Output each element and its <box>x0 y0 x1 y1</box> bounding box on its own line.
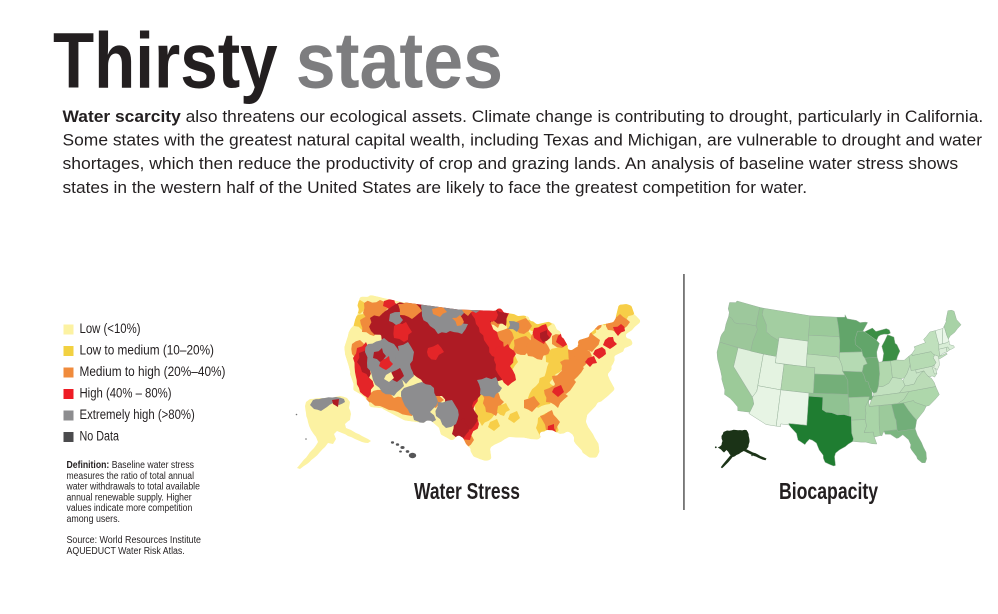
svg-text:annual renewable supply. Highe: annual renewable supply. Higher <box>67 492 193 504</box>
svg-text:states in the western half of: states in the western half of the United… <box>63 178 808 196</box>
svg-text:Source: World Resources Instit: Source: World Resources Institute <box>67 534 202 546</box>
svg-text:No Data: No Data <box>80 428 120 444</box>
svg-text:Thirsty: Thirsty <box>53 15 278 104</box>
svg-text:Some states with the greatest: Some states with the greatest natural ca… <box>63 131 983 149</box>
svg-text:values indicate more competiti: values indicate more competition <box>67 503 193 515</box>
svg-text:High (40% – 80%): High (40% – 80%) <box>80 384 172 400</box>
svg-text:Biocapacity: Biocapacity <box>779 479 879 505</box>
svg-text:Extremely high (>80%): Extremely high (>80%) <box>80 406 195 422</box>
svg-text:Medium to high (20%–40%): Medium to high (20%–40%) <box>80 363 226 379</box>
svg-text:among users.: among users. <box>67 513 121 525</box>
svg-text:Definition: Baseline water str: Definition: Baseline water stress <box>67 459 195 471</box>
svg-text:Water scarcity also threatens: Water scarcity also threatens our ecolog… <box>63 107 984 125</box>
svg-text:water withdrawals to total ava: water withdrawals to total available <box>66 481 200 493</box>
svg-text:AQUEDUCT Water Risk Atlas.: AQUEDUCT Water Risk Atlas. <box>67 545 185 557</box>
svg-text:states: states <box>296 17 503 105</box>
svg-text:Low to medium (10–20%): Low to medium (10–20%) <box>80 342 214 358</box>
svg-text:Low (<10%): Low (<10%) <box>80 320 141 336</box>
svg-text:shortages, which then reduce t: shortages, which then reduce the product… <box>63 155 959 173</box>
svg-text:measures the ratio of total an: measures the ratio of total annual <box>67 470 194 482</box>
svg-text:Water Stress: Water Stress <box>414 479 520 505</box>
